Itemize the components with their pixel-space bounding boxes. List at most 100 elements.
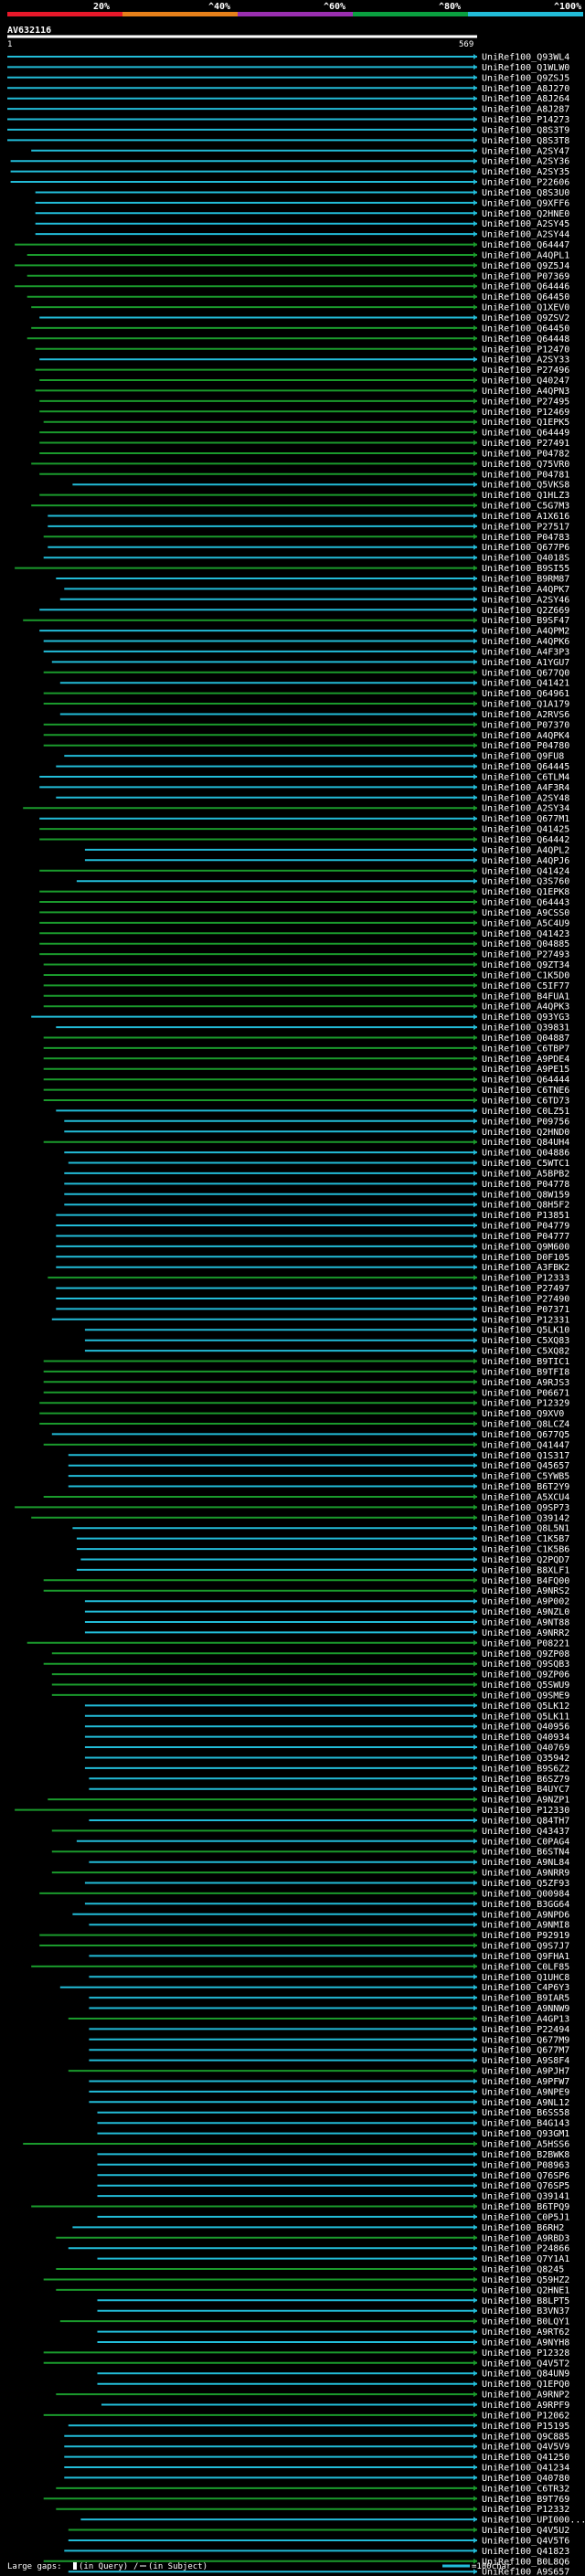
hit-accession-link[interactable]: UniRef100_B6RH2 [482, 2223, 564, 2233]
hit-accession-link[interactable]: UniRef100_Q1S317 [482, 1451, 569, 1461]
hit-accession-link[interactable]: UniRef100_Q8LCZ4 [482, 1420, 569, 1430]
hit-accession-link[interactable]: UniRef100_B4G143 [482, 2119, 569, 2129]
hit-accession-link[interactable]: UniRef100_A8J287 [482, 105, 569, 115]
hit-accession-link[interactable]: UniRef100_B0L8Q6 [482, 2557, 569, 2567]
hit-accession-link[interactable]: UniRef100_B3GG64 [482, 1900, 569, 1910]
hit-accession-link[interactable]: UniRef100_A9NMI8 [482, 1921, 569, 1931]
hit-accession-link[interactable]: UniRef100_B9T769 [482, 2495, 569, 2505]
hit-accession-link[interactable]: UniRef100_Q9SP73 [482, 1503, 569, 1513]
hit-accession-link[interactable]: UniRef100_A9PFW7 [482, 2077, 569, 2087]
hit-accession-link[interactable]: UniRef100_C0LF85 [482, 1962, 569, 1972]
hit-accession-link[interactable]: UniRef100_P12331 [482, 1315, 569, 1325]
hit-accession-link[interactable]: UniRef100_A9RNP2 [482, 2390, 569, 2401]
hit-accession-link[interactable]: UniRef100_A2SY33 [482, 355, 569, 366]
hit-accession-link[interactable]: UniRef100_P12470 [482, 345, 569, 355]
hit-accession-link[interactable]: UniRef100_Q39831 [482, 1023, 569, 1034]
hit-accession-link[interactable]: UniRef100_C1K5D0 [482, 971, 569, 981]
hit-accession-link[interactable]: UniRef100_A9NYH8 [482, 2338, 569, 2348]
hit-accession-link[interactable]: UniRef100_Q677P6 [482, 543, 569, 553]
hit-accession-link[interactable]: UniRef100_Q39141 [482, 2192, 569, 2202]
hit-accession-link[interactable]: UniRef100_B6T2Y9 [482, 1482, 569, 1492]
hit-accession-link[interactable]: UniRef100_Q9ZP08 [482, 1649, 569, 1659]
hit-accession-link[interactable]: UniRef100_Q677Q0 [482, 668, 569, 678]
hit-accession-link[interactable]: UniRef100_A9CSS0 [482, 908, 569, 918]
hit-accession-link[interactable]: UniRef100_Q5SWU9 [482, 1680, 569, 1691]
hit-accession-link[interactable]: UniRef100_Q677M1 [482, 814, 569, 824]
hit-accession-link[interactable]: UniRef100_P04779 [482, 1222, 569, 1232]
hit-accession-link[interactable]: UniRef100_A4QPM2 [482, 627, 569, 637]
hit-accession-link[interactable]: UniRef100_Q8S3U0 [482, 188, 569, 198]
hit-accession-link[interactable]: UniRef100_A9NZL0 [482, 1607, 569, 1617]
hit-accession-link[interactable]: UniRef100_A9P002 [482, 1597, 569, 1607]
hit-accession-link[interactable]: UniRef100_A4F3R4 [482, 783, 569, 793]
hit-accession-link[interactable]: UniRef100_A1YGU7 [482, 658, 569, 668]
hit-accession-link[interactable]: UniRef100_Q76SP5 [482, 2181, 569, 2191]
hit-accession-link[interactable]: UniRef100_C6TLM4 [482, 773, 569, 783]
hit-accession-link[interactable]: UniRef100_P27491 [482, 439, 569, 449]
hit-accession-link[interactable]: UniRef100_Q59HZ2 [482, 2275, 569, 2285]
hit-accession-link[interactable]: UniRef100_Q40769 [482, 1744, 569, 1754]
hit-accession-link[interactable]: UniRef100_A9NNW9 [482, 2004, 569, 2014]
hit-accession-link[interactable]: UniRef100_C5XQ82 [482, 1347, 569, 1357]
hit-accession-link[interactable]: UniRef100_Q8H5F2 [482, 1201, 569, 1211]
hit-accession-link[interactable]: UniRef100_Q9FU8 [482, 752, 564, 762]
hit-accession-link[interactable]: UniRef100_Q677M7 [482, 2046, 569, 2056]
hit-accession-link[interactable]: UniRef100_P04777 [482, 1232, 569, 1242]
hit-accession-link[interactable]: UniRef100_B3VN37 [482, 2306, 569, 2316]
hit-accession-link[interactable]: UniRef100_A9PDE4 [482, 1055, 569, 1065]
hit-accession-link[interactable]: UniRef100_Q64449 [482, 429, 569, 439]
hit-accession-link[interactable]: UniRef100_A2SY34 [482, 804, 569, 814]
hit-accession-link[interactable]: UniRef100_P09756 [482, 1117, 569, 1127]
hit-accession-link[interactable]: UniRef100_Q93WL4 [482, 53, 569, 63]
hit-accession-link[interactable]: UniRef100_Q9S7J7 [482, 1942, 569, 1952]
hit-accession-link[interactable]: UniRef100_Q41421 [482, 679, 569, 689]
hit-accession-link[interactable]: UniRef100_Q04887 [482, 1034, 569, 1044]
hit-accession-link[interactable]: UniRef100_B6TPQ9 [482, 2202, 569, 2212]
hit-accession-link[interactable]: UniRef100_Q84TH7 [482, 1817, 569, 1827]
hit-accession-link[interactable]: UniRef100_Q41823 [482, 2547, 569, 2557]
hit-accession-link[interactable]: UniRef100_Q64444 [482, 1076, 569, 1086]
hit-accession-link[interactable]: UniRef100_P08963 [482, 2160, 569, 2170]
hit-accession-link[interactable]: UniRef100_A9NT88 [482, 1618, 569, 1628]
hit-accession-link[interactable]: UniRef100_B4FQ00 [482, 1576, 569, 1586]
hit-accession-link[interactable]: UniRef100_Q40956 [482, 1723, 569, 1733]
hit-accession-link[interactable]: UniRef100_Q9XFF6 [482, 198, 569, 208]
hit-accession-link[interactable]: UniRef100_P13851 [482, 1211, 569, 1221]
hit-accession-link[interactable]: UniRef100_Q45657 [482, 1461, 569, 1471]
hit-accession-link[interactable]: UniRef100_A2RVS6 [482, 710, 569, 720]
hit-accession-link[interactable]: UniRef100_B9SF47 [482, 616, 569, 626]
hit-accession-link[interactable]: UniRef100_C5G7M3 [482, 502, 569, 512]
hit-accession-link[interactable]: UniRef100_Q5LK11 [482, 1712, 569, 1722]
hit-accession-link[interactable]: UniRef100_Q7Y1A1 [482, 2254, 569, 2264]
hit-accession-link[interactable]: UniRef100_Q9ZSJ5 [482, 73, 569, 83]
hit-accession-link[interactable]: UniRef100_B8LPT5 [482, 2296, 569, 2306]
hit-accession-link[interactable]: UniRef100_B8XLF1 [482, 1565, 569, 1575]
hit-accession-link[interactable]: UniRef100_A5XCU4 [482, 1493, 569, 1503]
hit-accession-link[interactable]: UniRef100_A2SY35 [482, 167, 569, 177]
hit-accession-link[interactable]: UniRef100_B9SI55 [482, 564, 569, 574]
hit-accession-link[interactable]: UniRef100_P12469 [482, 408, 569, 418]
hit-accession-link[interactable]: UniRef100_P12330 [482, 1806, 569, 1816]
hit-accession-link[interactable]: UniRef100_P14273 [482, 115, 569, 125]
hit-accession-link[interactable]: UniRef100_Q8245 [482, 2265, 564, 2275]
hit-accession-link[interactable]: UniRef100_Q677Q5 [482, 1430, 569, 1440]
hit-accession-link[interactable]: UniRef100_C6TD73 [482, 1097, 569, 1107]
hit-accession-link[interactable]: UniRef100_Q04885 [482, 939, 569, 949]
hit-accession-link[interactable]: UniRef100_Q4V5V9 [482, 2443, 569, 2453]
hit-accession-link[interactable]: UniRef100_D0F105 [482, 1253, 569, 1263]
hit-accession-link[interactable]: UniRef100_Q1EPK5 [482, 418, 569, 428]
hit-accession-link[interactable]: UniRef100_A5HSS6 [482, 2140, 569, 2150]
hit-accession-link[interactable]: UniRef100_Q4018S [482, 554, 569, 564]
hit-accession-link[interactable]: UniRef100_Q8S3T9 [482, 125, 569, 135]
hit-accession-link[interactable]: UniRef100_B9IAR5 [482, 1994, 569, 2004]
hit-accession-link[interactable]: UniRef100_A9PJH7 [482, 2067, 569, 2077]
hit-accession-link[interactable]: UniRef100_P24866 [482, 2244, 569, 2254]
hit-accession-link[interactable]: UniRef100_P92919 [482, 1931, 569, 1941]
hit-accession-link[interactable]: UniRef100_Q9ZT34 [482, 960, 569, 970]
hit-accession-link[interactable]: UniRef100_A9RPF9 [482, 2401, 569, 2411]
hit-accession-link[interactable]: UniRef100_Q9FHA1 [482, 1952, 569, 1962]
hit-accession-link[interactable]: UniRef100_P22494 [482, 2025, 569, 2035]
hit-accession-link[interactable]: UniRef100_A9NPD6 [482, 1910, 569, 1920]
hit-accession-link[interactable]: UniRef100_Q8L5N1 [482, 1524, 569, 1534]
hit-accession-link[interactable]: UniRef100_C1K5B6 [482, 1545, 569, 1555]
